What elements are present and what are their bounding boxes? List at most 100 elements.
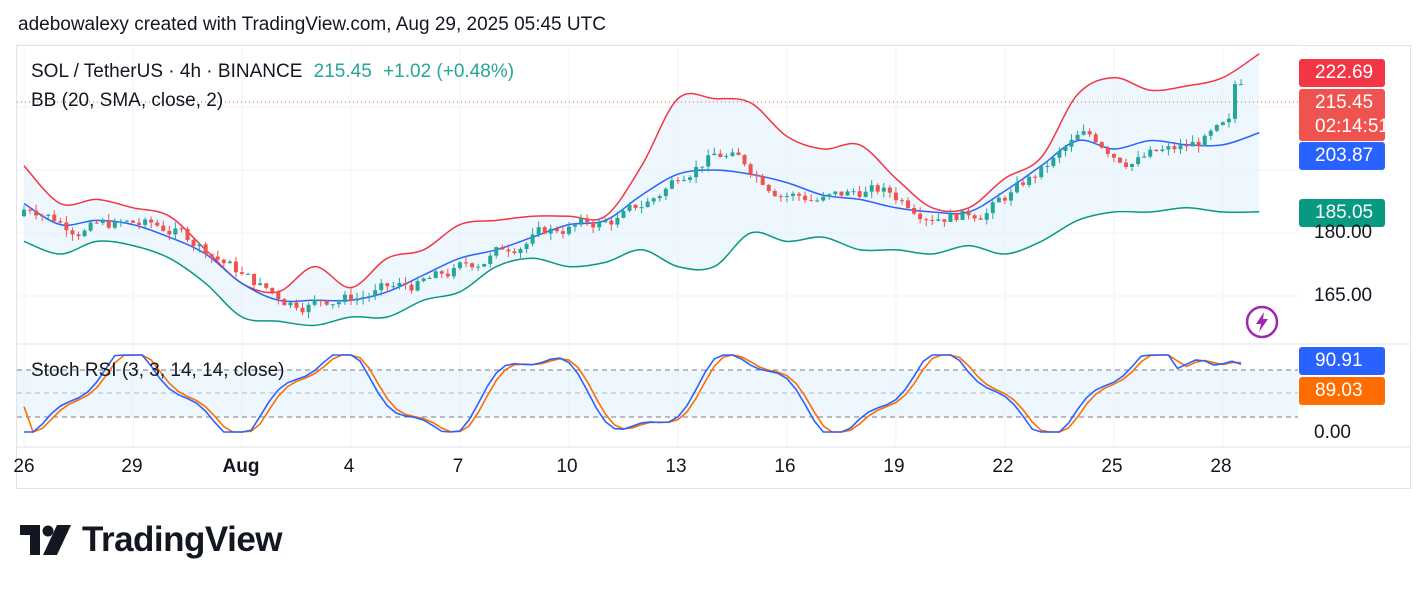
bull-candle [367,292,372,302]
chart-frame[interactable] [16,45,1411,489]
bear-candle [797,192,802,201]
bull-candle [355,292,360,306]
bull-candle [415,276,420,292]
bull-candle [730,148,735,157]
date-tick: 4 [343,456,355,477]
bull-candle [330,303,335,309]
lightning-bolt-icon[interactable] [1245,305,1279,339]
bull-candle [482,263,487,267]
bull-candle [724,153,729,159]
bear-candle [215,250,220,264]
date-tick: 7 [452,456,464,477]
bear-candle [942,219,947,227]
bull-candle [143,217,148,228]
bull-candle [815,197,820,203]
bear-candle [348,288,353,306]
bear-candle [978,215,983,220]
bear-candle [1184,139,1189,152]
bear-candle [1117,157,1122,164]
bear-candle [409,282,414,294]
bear-candle [203,241,208,259]
bear-candle [76,231,81,240]
bear-candle [470,262,475,271]
bear-candle [70,227,75,241]
bear-candle [1154,149,1159,152]
bear-candle [591,219,596,233]
bull-candle [518,247,523,258]
bull-candle [530,228,535,247]
symbol-legend[interactable]: SOL / TetherUS · 4h · BINANCE 215.45 +1.… [31,61,514,83]
bull-candle [694,160,699,184]
stoch-d-tag: 89.03 [1299,377,1385,405]
bull-candle [1214,124,1219,133]
bull-candle [536,221,541,238]
date-tick: 16 [774,456,796,477]
bear-candle [972,213,977,222]
bull-candle [651,197,656,205]
bull-candle [246,272,251,275]
bear-candle [875,183,880,195]
tradingview-logo-icon [20,525,71,555]
bb-upper-tag: 222.69 [1299,59,1385,87]
bollinger-band-fill [24,53,1260,326]
bear-candle [106,213,111,230]
attribution-text: adebowalexy created with TradingView.com… [18,14,606,35]
bull-candle [869,179,874,198]
bull-candle [645,197,650,208]
bear-candle [64,216,69,237]
bull-candle [1051,156,1056,169]
bb-basis-tag: 203.87 [1299,142,1385,170]
bb-lower-tag: 185.05 [1299,199,1385,227]
bear-candle [52,210,57,223]
bear-candle [403,277,408,290]
bull-candle [373,284,378,300]
bear-candle [155,219,160,228]
bear-candle [857,185,862,200]
bull-candle [342,291,347,305]
bull-candle [197,242,202,253]
price-tick-165: 165.00 [1314,285,1373,306]
date-tick-month: Aug [222,456,260,477]
brand-name: TradingView [82,520,283,559]
bull-candle [227,259,232,264]
bear-candle [912,204,917,216]
bear-candle [585,214,590,226]
bull-candle [391,281,396,289]
bear-candle [954,212,959,222]
bull-candle [688,175,693,183]
bear-candle [1021,177,1026,187]
bear-candle [167,225,172,241]
bull-candle [712,147,717,156]
bull-candle [706,149,711,172]
bear-candle [28,206,33,215]
tradingview-brand[interactable]: TradingView [20,520,283,560]
bull-candle [336,299,341,308]
bear-candle [718,149,723,158]
bollinger-lower-line [23,207,1260,327]
stoch-legend[interactable]: Stoch RSI (3, 3, 14, 14, close) [31,360,285,381]
bb-legend[interactable]: BB (20, SMA, close, 2) [31,90,224,111]
bear-candle [1196,137,1201,153]
bull-candle [1148,146,1153,159]
bull-candle [1136,150,1141,167]
bull-candle [433,267,438,279]
stoch-k-tag: 90.91 [1299,347,1385,375]
bull-candle [1015,176,1020,194]
bull-candle [1239,79,1244,86]
bear-candle [512,247,517,255]
symbol-label: SOL / TetherUS · 4h · BINANCE [31,61,303,82]
bear-candle [1111,153,1116,163]
bull-candle [451,264,456,280]
bull-candle [681,175,686,182]
bull-candle [1142,152,1147,159]
bull-candle [1008,188,1013,206]
bear-candle [252,273,257,289]
bear-candle [191,237,196,251]
bear-candle [318,299,323,307]
bear-candle [385,282,390,293]
bull-candle [669,176,674,190]
bull-candle [663,187,668,200]
bull-candle [948,209,953,222]
bear-candle [760,173,765,186]
